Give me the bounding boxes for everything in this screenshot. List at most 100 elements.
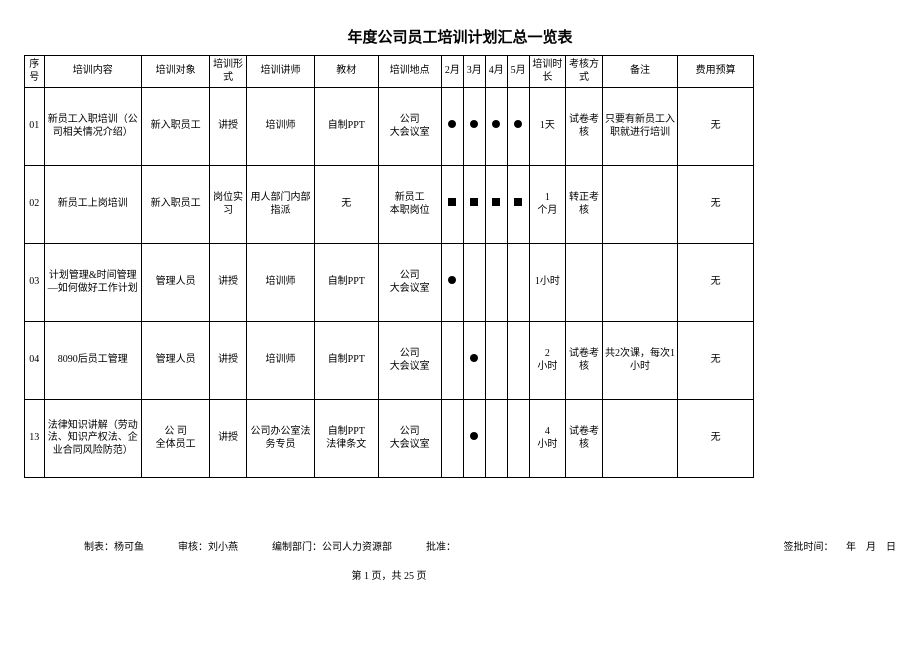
table-cell: 岗位实习 — [210, 166, 247, 244]
table-cell: 无 — [678, 400, 754, 478]
month-cell — [507, 88, 529, 166]
table-cell: 1天 — [529, 88, 566, 166]
month-cell — [507, 166, 529, 244]
table-cell: 管理人员 — [142, 244, 210, 322]
table-cell: 试卷考核 — [566, 400, 603, 478]
table-cell: 1小时 — [529, 244, 566, 322]
table-cell: 1个月 — [529, 166, 566, 244]
column-header: 培训内容 — [44, 56, 142, 88]
month-cell — [485, 400, 507, 478]
training-plan-table: 序号培训内容培训对象培训形式培训讲师教材培训地点2月3月4月5月培训时长考核方式… — [24, 55, 754, 478]
table-cell: 讲授 — [210, 322, 247, 400]
dept-label: 编制部门： — [272, 538, 322, 553]
table-cell: 讲授 — [210, 244, 247, 322]
table-cell: 试卷考核 — [566, 88, 603, 166]
table-cell: 试卷考核 — [566, 322, 603, 400]
column-header: 教材 — [315, 56, 378, 88]
table-cell: 自制PPT — [315, 88, 378, 166]
column-header: 序号 — [25, 56, 45, 88]
table-cell: 无 — [678, 88, 754, 166]
table-cell: 讲授 — [210, 400, 247, 478]
month-cell — [441, 166, 463, 244]
month-cell — [441, 88, 463, 166]
dot-round-icon — [514, 120, 522, 128]
table-cell: 自制PPT法律条文 — [315, 400, 378, 478]
column-header: 培训对象 — [142, 56, 210, 88]
table-cell: 02 — [25, 166, 45, 244]
table-row: 048090后员工管理管理人员讲授培训师自制PPT公司大会议室2小时试卷考核共2… — [25, 322, 754, 400]
table-cell: 管理人员 — [142, 322, 210, 400]
dot-round-icon — [470, 432, 478, 440]
footer-sign-line: 制表：杨可鱼 审核：刘小燕 编制部门：公司人力资源部 批准： 签批时间： 年 月… — [24, 538, 896, 553]
month-cell — [441, 322, 463, 400]
table-cell: 03 — [25, 244, 45, 322]
signtime-label: 签批时间： — [784, 538, 834, 553]
month-cell — [463, 88, 485, 166]
table-cell — [602, 244, 678, 322]
column-header: 培训地点 — [378, 56, 441, 88]
table-cell — [602, 166, 678, 244]
column-header: 培训讲师 — [246, 56, 314, 88]
table-cell: 无 — [678, 244, 754, 322]
table-cell: 无 — [678, 322, 754, 400]
month-cell — [441, 400, 463, 478]
month-cell — [485, 166, 507, 244]
table-row: 02新员工上岗培训新入职员工岗位实习用人部门内部指派无新员工本职岗位1个月转正考… — [25, 166, 754, 244]
table-cell: 2小时 — [529, 322, 566, 400]
month-cell — [507, 244, 529, 322]
table-cell: 新入职员工 — [142, 166, 210, 244]
date-suffix: 年 月 日 — [846, 538, 896, 553]
table-cell: 计划管理&时间管理—如何做好工作计划 — [44, 244, 142, 322]
column-header: 培训时长 — [529, 56, 566, 88]
approve-label: 批准： — [426, 538, 456, 553]
table-cell — [566, 244, 603, 322]
column-header: 2月 — [441, 56, 463, 88]
table-row: 13法律知识讲解（劳动法、知识产权法、企业合同风险防范）公 司全体员工讲授公司办… — [25, 400, 754, 478]
table-cell: 新入职员工 — [142, 88, 210, 166]
table-cell: 法律知识讲解（劳动法、知识产权法、企业合同风险防范） — [44, 400, 142, 478]
column-header: 考核方式 — [566, 56, 603, 88]
month-cell — [463, 322, 485, 400]
maker-name: 杨可鱼 — [114, 538, 144, 553]
reviewer-name: 刘小燕 — [208, 538, 238, 553]
table-cell: 01 — [25, 88, 45, 166]
month-cell — [463, 400, 485, 478]
table-cell: 13 — [25, 400, 45, 478]
column-header: 4月 — [485, 56, 507, 88]
table-cell: 公 司全体员工 — [142, 400, 210, 478]
table-cell: 共2次课，每次1小时 — [602, 322, 678, 400]
table-cell: 转正考核 — [566, 166, 603, 244]
dot-square-icon — [514, 198, 522, 206]
dot-square-icon — [448, 198, 456, 206]
table-cell: 用人部门内部指派 — [246, 166, 314, 244]
approve-block: 批准： — [426, 538, 456, 553]
dot-round-icon — [470, 120, 478, 128]
dot-round-icon — [492, 120, 500, 128]
table-cell: 只要有新员工入职就进行培训 — [602, 88, 678, 166]
table-cell: 4小时 — [529, 400, 566, 478]
table-row: 01新员工入职培训（公司相关情况介绍）新入职员工讲授培训师自制PPT公司大会议室… — [25, 88, 754, 166]
table-cell: 公司办公室法务专员 — [246, 400, 314, 478]
table-cell: 公司大会议室 — [378, 88, 441, 166]
dot-square-icon — [492, 198, 500, 206]
table-cell: 自制PPT — [315, 244, 378, 322]
table-row: 03计划管理&时间管理—如何做好工作计划管理人员讲授培训师自制PPT公司大会议室… — [25, 244, 754, 322]
column-header: 培训形式 — [210, 56, 247, 88]
month-cell — [485, 88, 507, 166]
table-cell: 8090后员工管理 — [44, 322, 142, 400]
signtime-block: 签批时间： 年 月 日 — [784, 538, 897, 553]
dept-name: 公司人力资源部 — [322, 538, 392, 553]
table-cell: 公司大会议室 — [378, 400, 441, 478]
table-cell: 无 — [678, 166, 754, 244]
month-cell — [507, 322, 529, 400]
maker-label: 制表： — [84, 538, 114, 553]
dot-round-icon — [470, 354, 478, 362]
table-cell: 培训师 — [246, 244, 314, 322]
page-number: 第 1 页，共 25 页 — [24, 567, 754, 582]
reviewer-label: 审核： — [178, 538, 208, 553]
month-cell — [463, 244, 485, 322]
month-cell — [507, 400, 529, 478]
table-cell: 培训师 — [246, 88, 314, 166]
table-cell: 公司大会议室 — [378, 322, 441, 400]
table-cell: 培训师 — [246, 322, 314, 400]
